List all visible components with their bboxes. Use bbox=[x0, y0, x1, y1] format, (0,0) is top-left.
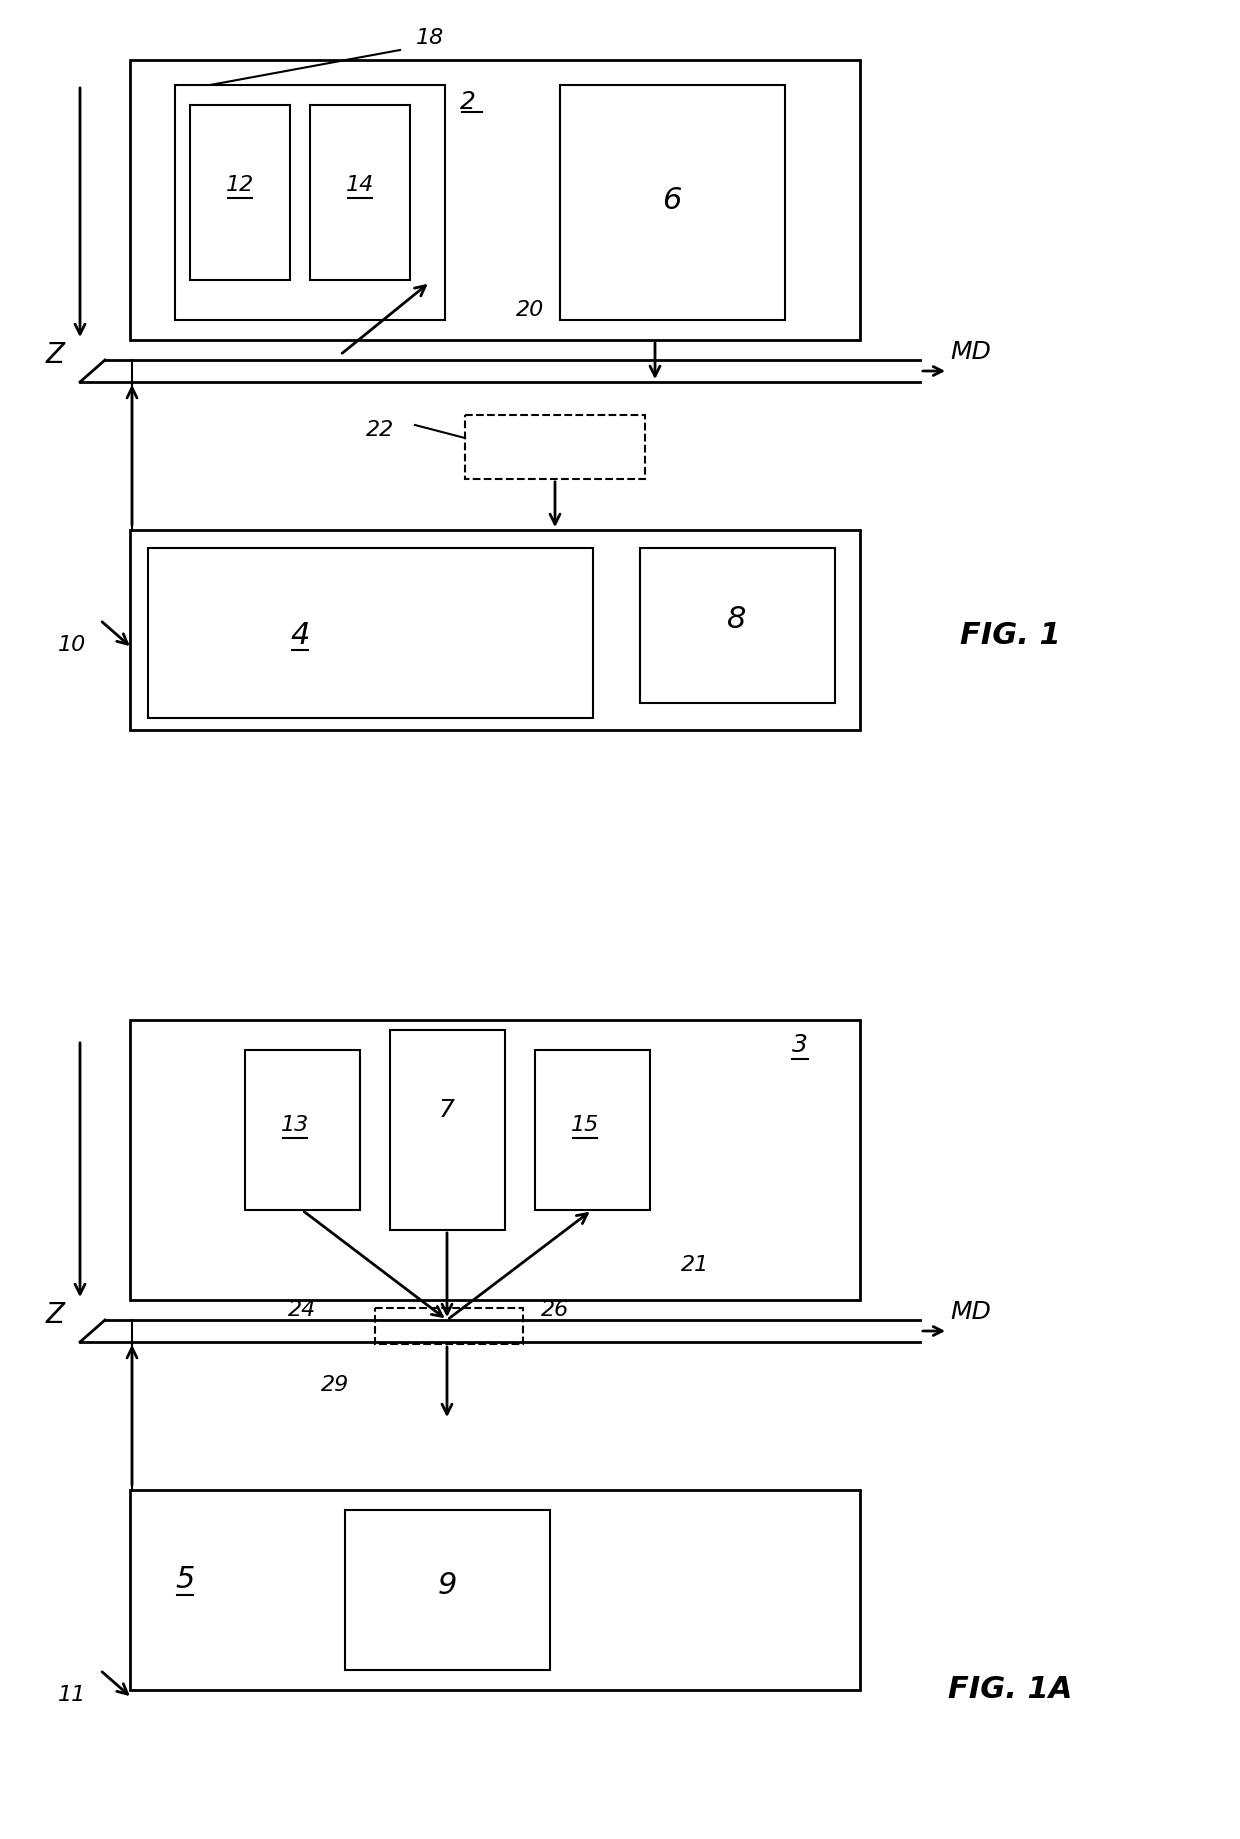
Text: 10: 10 bbox=[58, 634, 86, 655]
Text: 13: 13 bbox=[281, 1114, 309, 1135]
Bar bbox=[130, 530, 861, 730]
Text: 8: 8 bbox=[728, 605, 746, 634]
Text: 18: 18 bbox=[415, 28, 444, 48]
Bar bbox=[640, 548, 835, 702]
Text: Z: Z bbox=[46, 340, 64, 370]
Text: 6: 6 bbox=[662, 186, 682, 215]
Text: 4: 4 bbox=[290, 620, 310, 649]
Text: 5: 5 bbox=[175, 1565, 195, 1594]
Text: 29: 29 bbox=[321, 1376, 350, 1396]
Bar bbox=[310, 105, 410, 280]
Text: 24: 24 bbox=[288, 1300, 316, 1320]
Text: 9: 9 bbox=[438, 1571, 456, 1600]
Text: 7: 7 bbox=[439, 1098, 455, 1122]
Text: MD: MD bbox=[950, 340, 991, 364]
Text: 12: 12 bbox=[226, 175, 254, 195]
Text: 22: 22 bbox=[366, 419, 394, 440]
Bar bbox=[130, 1490, 861, 1690]
Text: 11: 11 bbox=[58, 1685, 86, 1705]
Bar bbox=[345, 1510, 551, 1670]
Text: FIG. 1A: FIG. 1A bbox=[947, 1675, 1073, 1705]
Text: 20: 20 bbox=[516, 300, 544, 320]
Bar bbox=[534, 1050, 650, 1210]
Text: Z: Z bbox=[46, 1300, 64, 1330]
Bar bbox=[130, 61, 861, 340]
Bar bbox=[391, 1030, 505, 1230]
Text: 2: 2 bbox=[460, 90, 476, 114]
Text: 3: 3 bbox=[792, 1034, 808, 1057]
Bar bbox=[374, 1308, 523, 1344]
Bar bbox=[130, 1021, 861, 1300]
Text: MD: MD bbox=[950, 1300, 991, 1324]
Bar bbox=[465, 416, 645, 478]
Text: 14: 14 bbox=[346, 175, 374, 195]
Text: 26: 26 bbox=[541, 1300, 569, 1320]
Text: 15: 15 bbox=[570, 1114, 599, 1135]
Text: 21: 21 bbox=[681, 1254, 709, 1274]
Text: FIG. 1: FIG. 1 bbox=[960, 620, 1060, 649]
Bar bbox=[246, 1050, 360, 1210]
Bar bbox=[175, 85, 445, 320]
Bar bbox=[560, 85, 785, 320]
Bar bbox=[148, 548, 593, 717]
Bar bbox=[190, 105, 290, 280]
